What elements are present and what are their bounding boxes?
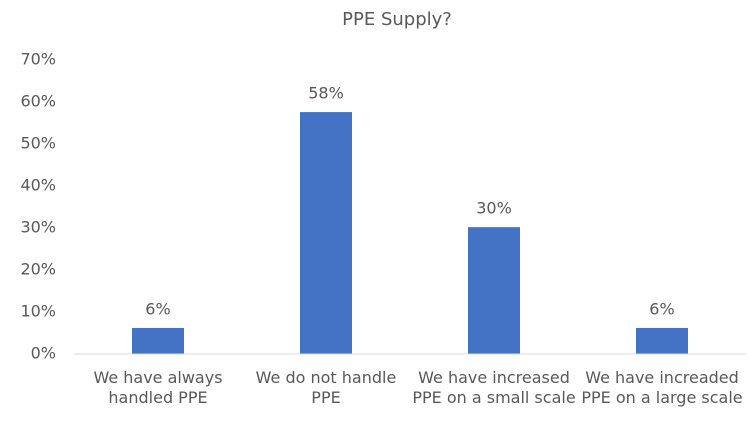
chart-title: PPE Supply? bbox=[342, 9, 452, 30]
y-tick-label: 10% bbox=[20, 302, 56, 321]
data-label: 58% bbox=[308, 84, 344, 103]
x-tick-label: We have increaded PPE on a large scale bbox=[581, 368, 743, 407]
bar bbox=[468, 227, 520, 354]
bar bbox=[300, 112, 352, 354]
y-tick-label: 50% bbox=[20, 134, 56, 153]
bar bbox=[636, 327, 688, 354]
y-tick-label: 60% bbox=[20, 92, 56, 111]
y-tick-label: 40% bbox=[20, 176, 56, 195]
data-label: 6% bbox=[649, 299, 674, 318]
data-label: 30% bbox=[476, 199, 512, 218]
x-tick-label: We do not handle PPE bbox=[255, 368, 397, 407]
x-tick-label: We have always handled PPE bbox=[93, 368, 223, 407]
y-tick-label: 0% bbox=[31, 344, 56, 363]
y-tick-label: 70% bbox=[20, 50, 56, 69]
x-tick-label: We have increased PPE on a small scale bbox=[412, 368, 576, 407]
y-tick-label: 20% bbox=[20, 260, 56, 279]
bar bbox=[132, 327, 184, 354]
y-tick-label: 30% bbox=[20, 218, 56, 237]
data-label: 6% bbox=[145, 299, 170, 318]
